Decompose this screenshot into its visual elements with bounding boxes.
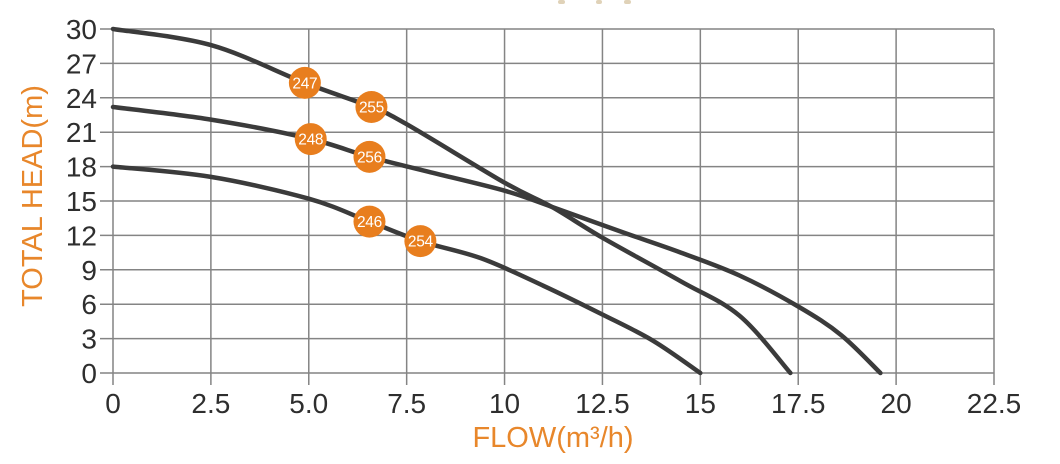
marker-label: 248 [298, 132, 323, 149]
x-tick-label: 12.5 [575, 388, 630, 419]
marker-248: 248 [294, 123, 327, 156]
cropped-title-remnant-mark [624, 0, 631, 4]
marker-247: 247 [288, 66, 321, 99]
y-tick-label: 12 [66, 220, 97, 251]
y-tick-label: 18 [66, 152, 97, 183]
y-tick-label: 0 [81, 358, 97, 389]
marker-label: 255 [359, 99, 384, 116]
cropped-title-remnant-mark [558, 0, 565, 4]
y-tick-label: 15 [66, 186, 97, 217]
x-tick-labels: 0 2.5 5.0 7.5 10 12.5 15 17.5 20 22.5 [105, 388, 1021, 419]
marker-circle [355, 90, 388, 123]
marker-circle [353, 205, 386, 238]
curve-a [110, 26, 793, 376]
x-tick-label: 22.5 [967, 388, 1022, 419]
x-tick-label: 15 [685, 388, 716, 419]
y-tick-label: 21 [66, 117, 97, 148]
x-tick-label: 10 [489, 388, 520, 419]
x-tick-label: 7.5 [387, 388, 426, 419]
y-tick-label: 30 [66, 14, 97, 45]
marker-label: 254 [408, 234, 434, 251]
model-number-markers: 247 255 248 256 246 254 [288, 66, 437, 258]
grid [100, 28, 995, 385]
y-tick-label: 6 [81, 289, 97, 320]
curve-b [110, 104, 883, 376]
x-tick-label: 17.5 [771, 388, 826, 419]
marker-256: 256 [353, 140, 386, 173]
marker-label: 256 [357, 149, 382, 166]
marker-label: 247 [292, 75, 317, 92]
x-tick-label: 5.0 [289, 388, 328, 419]
y-tick-label: 9 [81, 255, 97, 286]
x-tick-label: 0 [105, 388, 121, 419]
marker-255: 255 [355, 90, 388, 123]
x-tick-label: 2.5 [191, 388, 230, 419]
x-tick-label: 20 [881, 388, 912, 419]
marker-254: 254 [404, 225, 437, 258]
y-tick-label: 27 [66, 48, 97, 79]
cropped-title-remnant [558, 0, 631, 4]
marker-circle [353, 140, 386, 173]
cropped-title-remnant-mark [596, 0, 602, 4]
marker-246: 246 [353, 205, 386, 238]
marker-label: 246 [357, 214, 382, 231]
y-tick-label: 24 [66, 83, 97, 114]
marker-circle [404, 225, 437, 258]
y-axis-title: TOTAL HEAD(m) [17, 85, 49, 307]
marker-circle [294, 123, 327, 156]
y-tick-label: 3 [81, 324, 97, 355]
x-axis-title: FLOW(m³/h) [472, 422, 633, 454]
marker-circle [288, 66, 321, 99]
